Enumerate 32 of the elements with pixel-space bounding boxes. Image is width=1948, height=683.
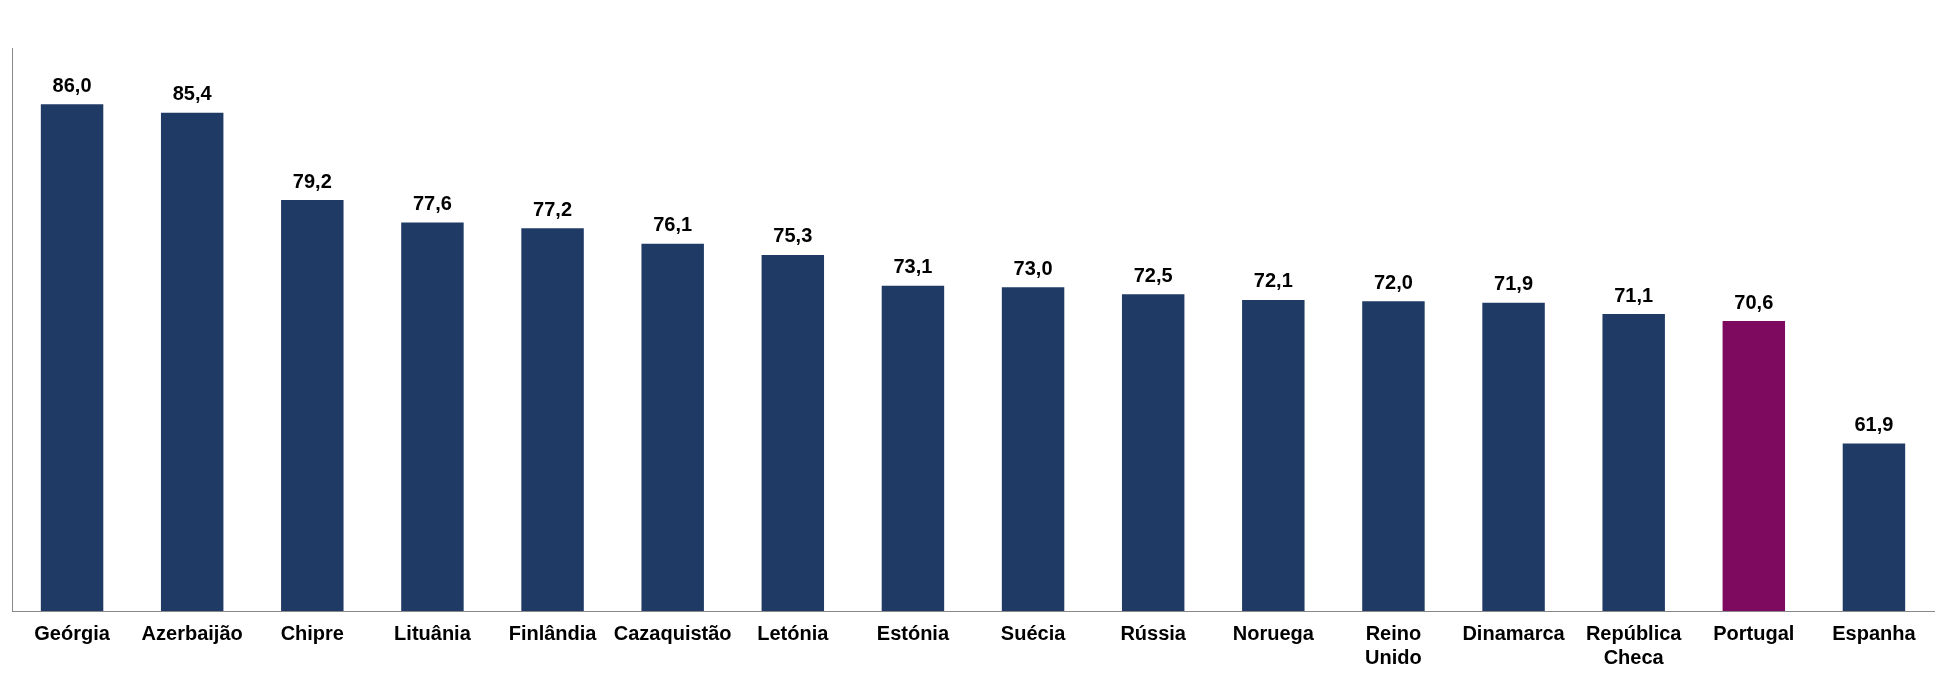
data-label: 73,1 [893, 255, 933, 278]
x-tick-label: Noruega [1232, 621, 1315, 644]
data-label: 75,3 [773, 224, 813, 247]
data-label: 85,4 [172, 82, 213, 105]
data-label: 70,6 [1734, 290, 1774, 313]
data-label: 61,9 [1854, 413, 1894, 436]
x-tick-label: Letónia [757, 621, 830, 644]
x-tick-label: Geórgia [34, 621, 111, 644]
x-tick-label: Cazaquistão [613, 621, 732, 644]
x-tick-label: Azerbaijão [141, 621, 243, 644]
data-label: 71,9 [1494, 272, 1534, 295]
x-tick-label: Suécia [1000, 621, 1067, 644]
x-tick-label: Chipre [280, 621, 344, 644]
data-label: 77,6 [412, 192, 452, 215]
x-tick-label: Finlândia [508, 621, 598, 644]
data-label: 73,0 [1013, 256, 1053, 279]
data-label: 77,2 [533, 197, 573, 220]
data-label: 76,1 [653, 213, 693, 236]
data-label: 72,5 [1133, 263, 1173, 286]
data-label: 79,2 [292, 169, 332, 192]
x-tick-label: Espanha [1832, 621, 1917, 644]
x-tick-label: Rússia [1120, 621, 1187, 644]
data-label: 72,0 [1373, 270, 1413, 293]
x-tick-label: Dinamarca [1462, 621, 1566, 644]
x-tick-label: República Checa [1585, 621, 1683, 668]
data-label: 86,0 [52, 73, 92, 96]
x-tick-label: Portugal [1713, 621, 1795, 644]
data-label: 71,1 [1614, 283, 1654, 306]
data-label: 72,1 [1253, 269, 1293, 292]
x-tick-label: Estónia [876, 621, 950, 644]
x-tick-label: Lituânia [394, 621, 472, 644]
x-tick-label: Reino Unido [1365, 621, 1422, 668]
